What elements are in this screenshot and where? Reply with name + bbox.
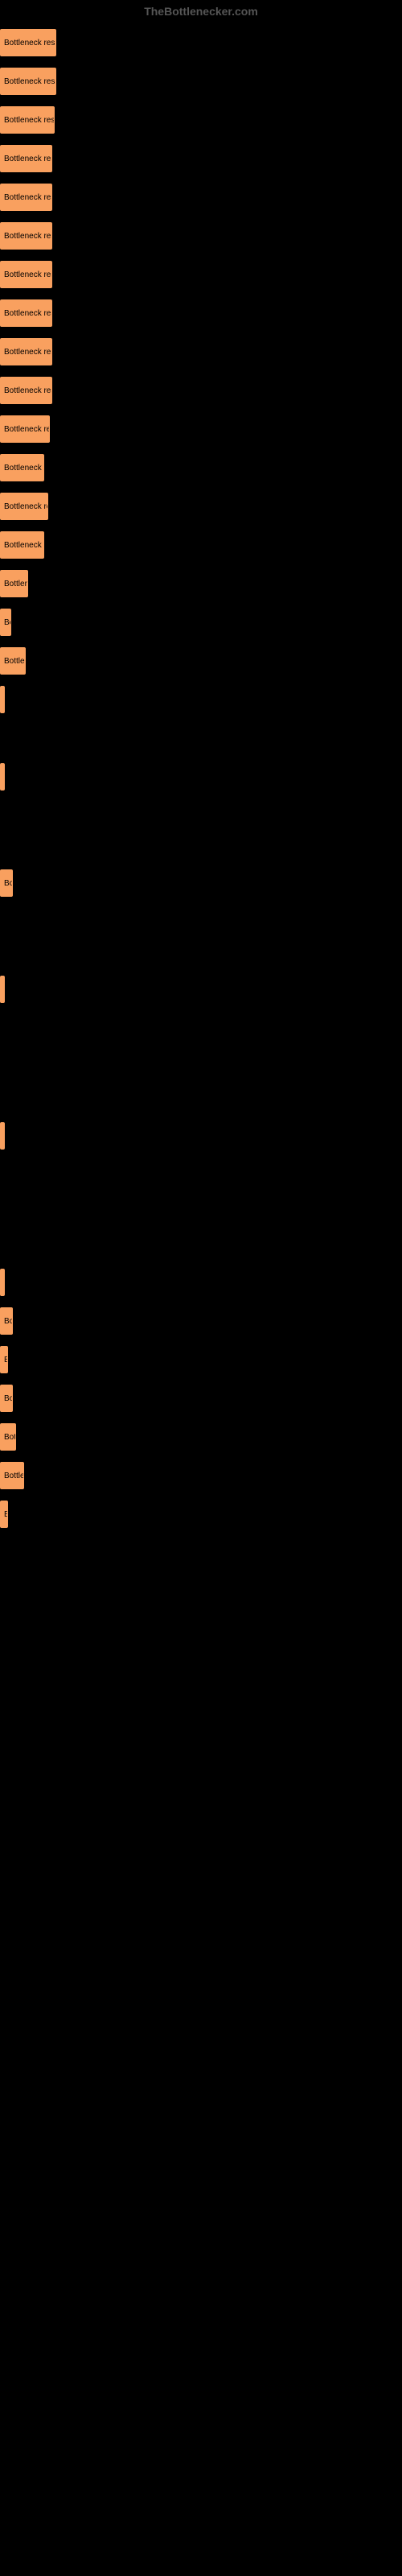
bar-row: Bottleneck re <box>0 415 402 443</box>
bar-row: · <box>0 976 402 1003</box>
bar-label: Bottleneck res <box>4 309 52 318</box>
bar-label: Bo <box>4 1394 13 1403</box>
bar-row: Bo <box>0 609 402 636</box>
chart-bar: Bottle <box>0 647 26 675</box>
bar-label: Bottleneck rese <box>4 116 55 125</box>
chart-bar: | <box>0 686 5 713</box>
bar-label: Bottleneck re <box>4 425 50 434</box>
chart-bar: Bottleneck resu <box>0 68 56 95</box>
bar-row: ( <box>0 763 402 791</box>
bar-row <box>0 831 402 858</box>
chart-bar: Bottleneck res <box>0 338 52 365</box>
chart-bar: B <box>0 1501 8 1528</box>
bar-row: Bottleneck r <box>0 531 402 559</box>
chart-bar: Bottlen <box>0 570 28 597</box>
bar-label: Bottleneck res <box>4 155 52 163</box>
bar-row: Bottleneck res <box>0 261 402 288</box>
bar-row: Bottleneck resu <box>0 68 402 95</box>
chart-bar: ] <box>0 1269 5 1296</box>
bar-label: Bottleneck re <box>4 502 48 511</box>
bar-row: Bottle <box>0 647 402 675</box>
bar-label: Bottleneck res <box>4 232 52 241</box>
bar-row <box>0 1230 402 1257</box>
bar-label: Bo <box>4 618 11 627</box>
bar-row: Bottleneck rese <box>0 106 402 134</box>
bar-row: Bottleneck res <box>0 184 402 211</box>
bar-label: Bot <box>4 1433 16 1442</box>
chart-bar: Bottleneck res <box>0 184 52 211</box>
bar-label: Bottleneck resu <box>4 39 56 47</box>
chart-bar: Bottleneck re <box>0 415 50 443</box>
bar-label: Bo <box>4 1317 13 1326</box>
bar-label: Bottleneck r <box>4 541 44 550</box>
chart-bar: B <box>0 1346 8 1373</box>
bar-label: Bottle <box>4 657 25 666</box>
chart-bar: Bottleneck r <box>0 531 44 559</box>
bar-row: Bottleneck res <box>0 145 402 172</box>
header-title: TheBottlenecker.com <box>144 5 258 18</box>
bar-row: Bottleneck r <box>0 454 402 481</box>
bar-row: B <box>0 1501 402 1528</box>
bar-chart: Bottleneck resu Bottleneck resu Bottleneck… <box>0 29 402 1528</box>
bar-row: Bottleneck res <box>0 338 402 365</box>
chart-bar: Bo <box>0 1385 13 1412</box>
bar-label: · <box>4 985 5 994</box>
bar-row: Bottleneck res <box>0 377 402 404</box>
chart-bar: Bottleneck res <box>0 145 52 172</box>
bar-row: Bottleneck res <box>0 222 402 250</box>
bar-label: Bottleneck res <box>4 270 52 279</box>
bar-row: Bottle <box>0 1462 402 1489</box>
chart-bar: Bottleneck re <box>0 493 48 520</box>
bar-row <box>0 724 402 752</box>
bar-row: Bo <box>0 869 402 897</box>
bar-label: Bottlen <box>4 580 28 588</box>
bar-label: Bottleneck resu <box>4 77 56 86</box>
chart-bar: Bo <box>0 869 13 897</box>
chart-bar: Bottleneck r <box>0 454 44 481</box>
bar-label: B <box>4 1356 8 1364</box>
bar-label: Bottleneck res <box>4 348 52 357</box>
chart-bar: · <box>0 976 5 1003</box>
chart-bar: Bottleneck resu <box>0 29 56 56</box>
page-header: TheBottlenecker.com <box>0 0 402 23</box>
bar-label: Bottleneck res <box>4 386 52 395</box>
chart-bar: Bo <box>0 609 11 636</box>
chart-bar: ( <box>0 1122 5 1150</box>
bar-label: ( <box>4 773 5 782</box>
bar-label: ( <box>4 1132 5 1141</box>
bar-row: Bot <box>0 1423 402 1451</box>
bar-row: ( <box>0 1122 402 1150</box>
bar-label: ] <box>4 1278 5 1287</box>
bar-label: B <box>4 1510 8 1519</box>
bar-row: Bo <box>0 1385 402 1412</box>
bar-row: Bottleneck resu <box>0 29 402 56</box>
bar-row: ] <box>0 1269 402 1296</box>
bar-row: B <box>0 1346 402 1373</box>
bar-row <box>0 1084 402 1111</box>
bar-row: Bottlen <box>0 570 402 597</box>
chart-bar: Bo <box>0 1307 13 1335</box>
chart-bar: ( <box>0 763 5 791</box>
bar-row: Bottleneck re <box>0 493 402 520</box>
bar-row: Bottleneck res <box>0 299 402 327</box>
bar-label: Bottleneck r <box>4 464 44 473</box>
bar-row <box>0 937 402 964</box>
chart-bar: Bottleneck rese <box>0 106 55 134</box>
chart-bar: Bottleneck res <box>0 222 52 250</box>
chart-bar: Bottleneck res <box>0 377 52 404</box>
bar-label: Bottleneck res <box>4 193 52 202</box>
chart-bar: Bottle <box>0 1462 24 1489</box>
bar-label: | <box>4 696 5 704</box>
chart-bar: Bottleneck res <box>0 299 52 327</box>
bar-label: Bottle <box>4 1472 24 1480</box>
chart-bar: Bot <box>0 1423 16 1451</box>
chart-bar: Bottleneck res <box>0 261 52 288</box>
bar-row: | <box>0 686 402 713</box>
bar-row: Bo <box>0 1307 402 1335</box>
bar-label: Bo <box>4 879 13 888</box>
